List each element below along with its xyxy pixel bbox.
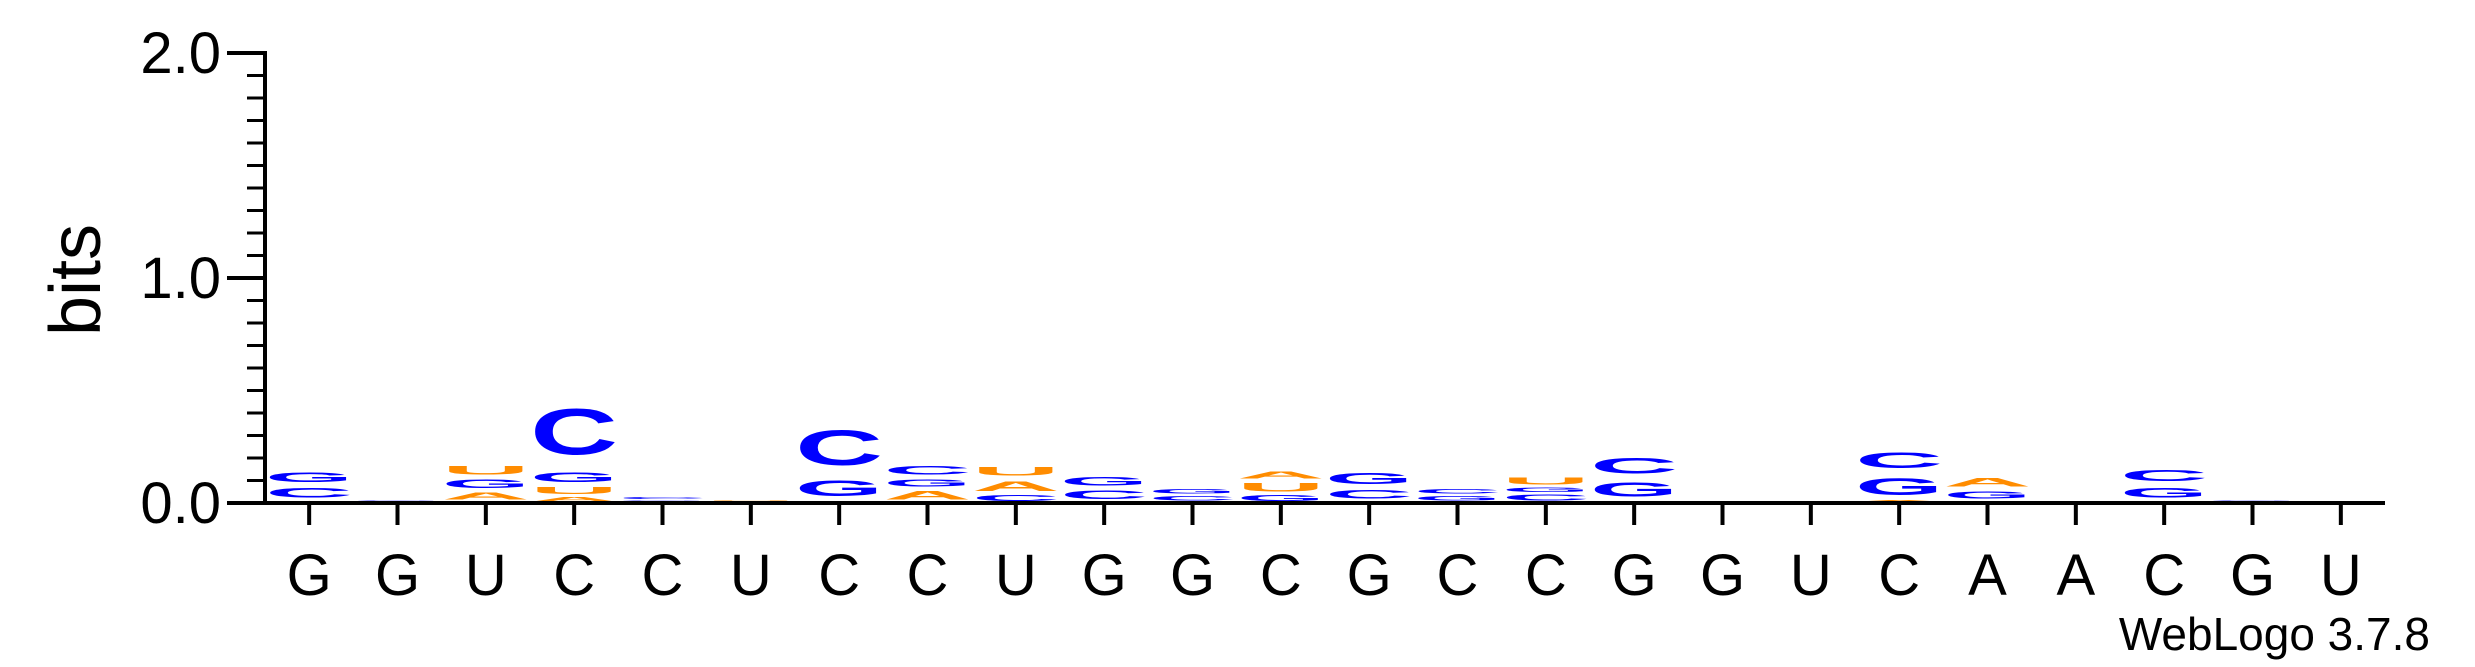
logo-letter-C: C <box>883 464 971 477</box>
x-tick-label: C <box>1260 543 1302 608</box>
y-tick-label: 1.0 <box>140 246 221 311</box>
stack-position-9: CAU <box>972 465 1060 503</box>
x-tick-label: G <box>1170 543 1215 608</box>
logo-letter-A: A <box>1855 500 1943 502</box>
x-tick-label: U <box>995 543 1037 608</box>
logo-letter-G: G <box>619 500 707 501</box>
logo-letter-G: G <box>530 469 618 485</box>
logo-letter-U: U <box>530 485 618 496</box>
y-tick-label: 0.0 <box>140 471 221 536</box>
logo-letter-G: G <box>795 476 883 501</box>
logo-letter-G: G <box>2120 485 2208 501</box>
logo-letter-G: G <box>1502 487 1590 494</box>
logo-letter-G: G <box>884 477 972 488</box>
x-tick-label: C <box>2143 543 2185 608</box>
logo-letter-U: U <box>972 465 1060 478</box>
x-tick-label: C <box>818 543 860 608</box>
logo-letter-U: U <box>1502 475 1590 486</box>
letter-stacks: UACGACGCAGUAUGCUAGCAGCUUAGCUAGCCAUUACGAU… <box>265 395 2385 503</box>
stack-position-19: UAGC <box>1855 448 1943 503</box>
x-tick-label: C <box>1525 543 1567 608</box>
x-tick-label: U <box>465 543 507 608</box>
logo-letter-G: G <box>1060 475 1148 488</box>
logo-letter-G: G <box>1944 489 2032 500</box>
logo-letter-G: G <box>1237 494 1325 503</box>
logo-letter-G: G <box>1149 488 1237 495</box>
logo-letter-C: C <box>1502 493 1590 502</box>
logo-letter-A: A <box>883 489 971 502</box>
logo-letter-C: C <box>972 494 1060 503</box>
logo-letter-G: G <box>1325 470 1413 488</box>
x-tick-label: A <box>1968 543 2007 608</box>
logo-letter-C: C <box>265 485 353 501</box>
logo-letter-U: U <box>1237 481 1325 494</box>
stack-position-20: CUGA <box>1943 476 2031 503</box>
logo-letter-G: G <box>265 469 353 485</box>
stack-position-8: UAGC <box>883 464 971 503</box>
logo-letter-C: C <box>1590 454 1678 479</box>
x-tick-label: G <box>1082 543 1127 608</box>
logo-letter-C: C <box>795 420 883 476</box>
logo-letter-G: G <box>1414 495 1502 502</box>
logo-letter-C: C <box>1325 488 1413 501</box>
logo-letter-U: U <box>707 499 795 500</box>
logo-letter-G: G <box>1590 479 1678 502</box>
logo-letter-G: G <box>354 501 442 502</box>
x-tick-label: G <box>1347 543 1392 608</box>
logo-letter-A: A <box>442 491 530 502</box>
x-tick-label: C <box>1437 543 1479 608</box>
x-tick-label: C <box>553 543 595 608</box>
logo-letter-C: C <box>1060 488 1148 501</box>
stack-position-12: GUA <box>1237 469 1325 503</box>
x-tick-label: G <box>2230 543 2275 608</box>
stack-position-3: CAGU <box>442 464 530 503</box>
weblogo-credit: WebLogo 3.7.8 <box>2119 608 2430 660</box>
y-axis-label: bits <box>36 224 116 336</box>
x-tick-label: U <box>2320 543 2362 608</box>
stack-position-22: UAGC <box>2120 467 2208 503</box>
x-tick-label: G <box>1612 543 1657 608</box>
x-tick-label: C <box>642 543 684 608</box>
stack-position-14: UAGC <box>1413 488 1501 503</box>
x-tick-label: U <box>730 543 772 608</box>
x-tick-label: G <box>1700 543 1745 608</box>
logo-letter-G: G <box>442 477 530 490</box>
logo-letter-G: G <box>2209 500 2297 501</box>
logo-letter-U: U <box>442 464 530 477</box>
y-tick-label: 2.0 <box>140 21 221 86</box>
logo-letter-A: A <box>972 478 1060 494</box>
logo-letter-C: C <box>530 395 618 469</box>
logo-letter-A: A <box>530 496 618 503</box>
logo-letter-C: C <box>2120 467 2208 485</box>
logo-letter-A: A <box>1943 476 2031 489</box>
x-tick-label: U <box>1790 543 1832 608</box>
x-tick-label: G <box>375 543 420 608</box>
y-axis: 0.0 1.0 2.0 <box>140 21 267 536</box>
logo-letter-G: G <box>1855 473 1943 500</box>
x-tick-label: A <box>2056 543 2095 608</box>
x-tick-label: G <box>287 543 332 608</box>
stack-position-7: UAGC <box>795 420 883 503</box>
x-tick-label: C <box>1878 543 1920 608</box>
logo-letter-C: C <box>1414 488 1502 495</box>
logo-letter-C: C <box>1855 448 1943 473</box>
stack-position-16: UAGC <box>1590 454 1678 503</box>
x-tick-label: C <box>907 543 949 608</box>
logo-letter-A: A <box>1237 469 1325 480</box>
logo-letter-C: C <box>1149 495 1237 502</box>
logo-letter-C: C <box>619 496 707 499</box>
